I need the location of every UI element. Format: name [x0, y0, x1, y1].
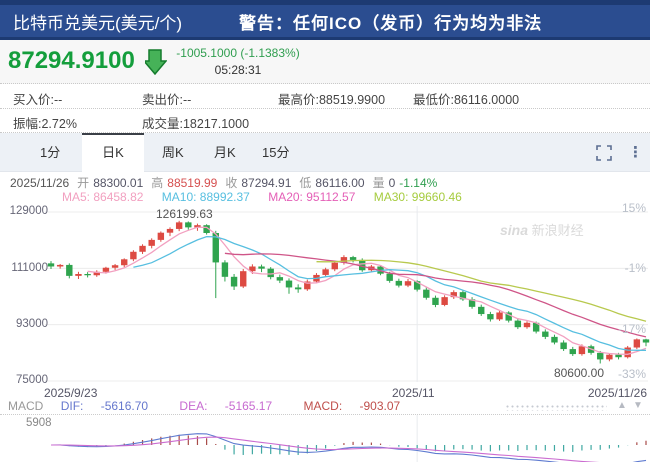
ohlc-volume: 0 — [388, 176, 396, 190]
ma30-line — [316, 259, 647, 322]
ma10-line — [133, 235, 646, 351]
x-label-end: 2025/11/26 — [587, 386, 647, 400]
tab-monthly-k[interactable]: 月K — [214, 145, 236, 160]
bid-price: 买入价:-- — [13, 93, 63, 107]
price-axis-tick: 75000 — [16, 374, 48, 386]
ma20-line — [224, 252, 647, 338]
price-axis-tick: 111000 — [11, 262, 48, 274]
price-axis-tick: 129000 — [9, 205, 48, 217]
dif-line — [50, 433, 647, 462]
price-change: -1005.1000 (-1.1383%) — [176, 46, 300, 60]
x-axis: 2025/9/23 2025/11 2025/11/26 — [0, 386, 650, 400]
title-bar: 比特币兑美元(美元/个) 警告：任何ICO（发币）行为均为非法 — [0, 0, 650, 40]
ohlc-low: 86116.00 — [315, 176, 365, 190]
quote-details: 买入价:-- 卖出价:-- 最高价:88519.9900 最低价:86116.0… — [0, 84, 650, 133]
ma10-value: MA10: 88992.37 — [161, 190, 250, 204]
pct-axis-tick: 15% — [621, 201, 646, 215]
dif-value: DIF: -5616.70 — [60, 399, 149, 413]
ma5-value: MA5: 86458.82 — [62, 190, 144, 204]
quote-details-row-1: 买入价:-- 卖出价:-- 最高价:88519.9900 最低价:86116.0… — [0, 84, 650, 109]
low-price: 最低价:86116.0000 — [413, 93, 520, 107]
ohlc-high: 88519.99 — [167, 176, 218, 190]
ask-price: 卖出价:-- — [142, 93, 192, 107]
ma-readout: MA5: 86458.82 MA10: 88992.37 MA20: 95112… — [62, 190, 477, 204]
dea-line — [51, 436, 646, 462]
high-price: 最高价:88519.9900 — [278, 93, 386, 107]
instrument-title: 比特币兑美元(美元/个) — [13, 13, 183, 33]
price-axis-tick: 93000 — [16, 318, 48, 330]
high-point-label: 126199.63 — [156, 207, 213, 221]
zoom-scrollbar[interactable] — [505, 404, 607, 411]
tab-15min[interactable]: 15分 — [262, 145, 290, 160]
ohlc-date: 2025/11/26 — [10, 176, 70, 190]
macd-axis-max: 5908 — [26, 417, 52, 429]
macd-panel-divider — [0, 414, 650, 415]
ohlc-change-pct: -1.14% — [399, 176, 438, 190]
period-tabs: 1分 日K 周K 月K 15分 ⋮ — [0, 133, 650, 172]
zoom-out-icon[interactable]: ▼ — [633, 400, 643, 411]
ma20-value: MA20: 95112.57 — [268, 190, 356, 204]
last-price: 87294.9100 — [8, 47, 135, 74]
volume: 成交量:18217.1000 — [142, 117, 250, 131]
price-down-arrow-icon — [145, 49, 167, 75]
x-label-start: 2025/9/23 — [44, 386, 98, 400]
quote-details-row-2: 振幅:2.72% 成交量:18217.1000 — [0, 108, 650, 133]
ohlc-readout: 2025/11/26 开 88300.01 高 88519.99 收 87294.91 低 86… — [10, 176, 438, 190]
quote-time: 05:28:31 — [214, 63, 262, 77]
zoom-in-icon[interactable]: ▲ — [617, 400, 627, 411]
warning-banner: 警告：任何ICO（发币）行为均为非法 — [239, 13, 543, 33]
pct-axis-tick: -1% — [624, 261, 646, 275]
price-chart[interactable] — [0, 200, 650, 386]
macd-readout: MACD DIF: -5616.70 DEA: -5165.17 MACD: -… — [8, 399, 428, 413]
low-point-label: 80600.00 — [553, 366, 604, 380]
tab-weekly-k[interactable]: 周K — [162, 145, 184, 160]
x-label-mid: 2025/11 — [392, 386, 435, 400]
quote-panel: 87294.9100 -1005.1000 (-1.1383%) 05:28:3… — [0, 40, 650, 84]
tab-daily-k[interactable]: 日K — [82, 133, 144, 172]
amplitude: 振幅:2.72% — [13, 117, 77, 131]
pct-axis-tick: -33% — [617, 367, 646, 381]
macd-value: MACD: -903.07 — [303, 399, 401, 413]
macd-chart[interactable] — [0, 415, 650, 462]
ma30-value: MA30: 99660.46 — [373, 190, 462, 204]
tab-1min[interactable]: 1分 — [40, 145, 61, 160]
ohlc-close: 87294.91 — [241, 176, 292, 190]
candles — [47, 220, 650, 364]
dea-value: DEA: -5165.17 — [179, 399, 273, 413]
ohlc-open: 88300.01 — [93, 176, 144, 190]
more-menu-icon[interactable]: ⋮ — [628, 144, 643, 161]
price-change-block: -1005.1000 (-1.1383%) 05:28:31 — [168, 46, 308, 77]
pct-axis-tick: -17% — [617, 322, 646, 336]
fullscreen-icon[interactable] — [596, 145, 612, 161]
macd-title: MACD — [8, 399, 44, 413]
ma5-line — [87, 226, 647, 355]
sina-watermark: sina 新浪财经 — [500, 222, 584, 238]
